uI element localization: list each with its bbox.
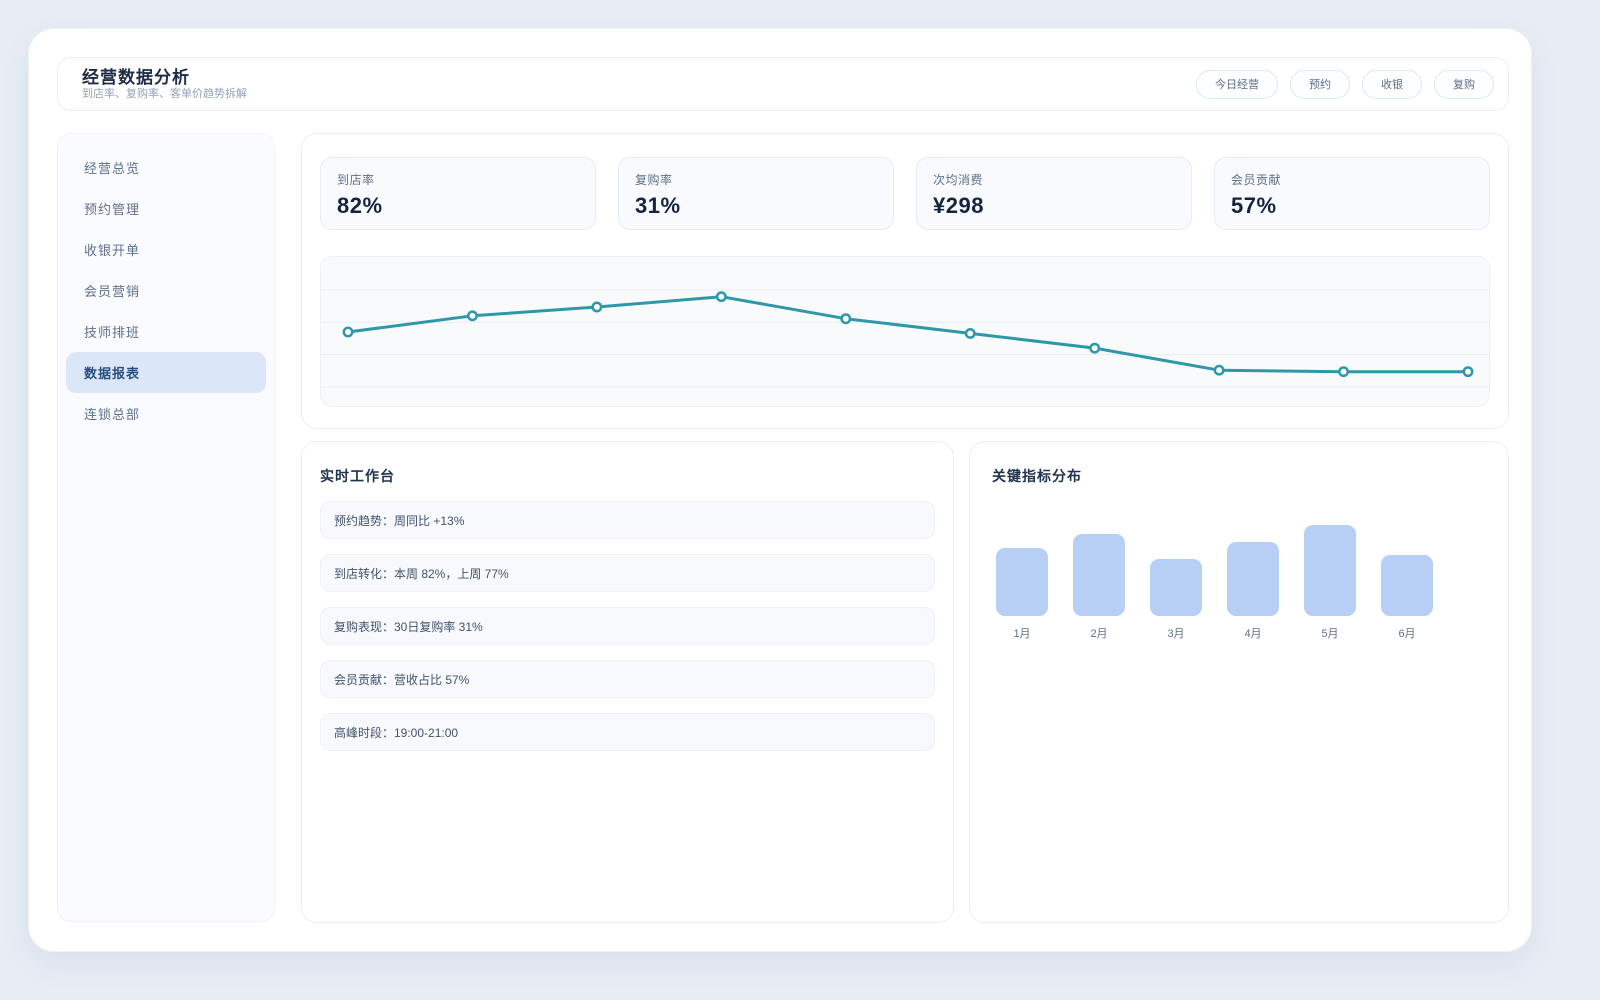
bar: [996, 548, 1048, 616]
bar: [1073, 534, 1125, 616]
data-point-marker: [1089, 342, 1101, 354]
bar-label: 4月: [1244, 628, 1262, 640]
bar: [1381, 555, 1433, 616]
header-actions: 今日经营 预约 收银 复购: [1196, 69, 1494, 99]
header-card: 经营数据分析 到店率、复购率、客单价趋势拆解 今日经营 预约 收银 复购: [57, 57, 1509, 111]
data-point-marker: [342, 326, 354, 338]
data-point-marker: [840, 313, 852, 325]
header-tab-button[interactable]: 收银: [1362, 69, 1422, 99]
bar-label: 1月: [1013, 628, 1031, 640]
kpi-value: 31%: [635, 193, 681, 218]
kpi-label: 次均消费: [933, 173, 984, 187]
workbench-row: 高峰时段：19:00-21:00: [320, 713, 935, 751]
workbench-row: 预约趋势：周同比 +13%: [320, 501, 935, 539]
kpi-label: 到店率: [337, 173, 375, 187]
kpi-label: 复购率: [635, 173, 673, 187]
trend-line-chart: [321, 289, 1489, 388]
data-point-marker: [1338, 366, 1350, 378]
bar: [1304, 525, 1356, 616]
distribution-panel: 关键指标分布 1月 2月 3月 4月 5月 6月: [969, 441, 1509, 923]
bar-chart-labels: 1月 2月 3月 4月 5月 6月: [992, 625, 1486, 641]
workbench-rows: 预约趋势：周同比 +13% 到店转化：本周 82%，上周 77% 复购表现：30日复…: [320, 501, 935, 751]
workbench-row: 到店转化：本周 82%，上周 77%: [320, 554, 935, 592]
bar-chart: [992, 516, 1486, 616]
header-tab-button[interactable]: 今日经营: [1196, 69, 1278, 99]
kpi-value: 57%: [1231, 193, 1277, 218]
app-container: 经营数据分析 到店率、复购率、客单价趋势拆解 今日经营 预约 收银 复购 经营总览 预约…: [28, 28, 1532, 952]
sidebar-item[interactable]: 数据报表: [66, 352, 266, 393]
trend-chart-card: [320, 256, 1490, 407]
page-subtitle: 到店率、复购率、客单价趋势拆解: [82, 87, 247, 100]
trend-line: [347, 295, 1468, 374]
bar: [1150, 559, 1202, 616]
header-tab-button[interactable]: 预约: [1290, 69, 1350, 99]
kpi-label: 会员贡献: [1231, 173, 1282, 187]
sidebar-item[interactable]: 技师排班: [84, 325, 141, 340]
header-title-block: 经营数据分析 到店率、复购率、客单价趋势拆解: [82, 68, 247, 101]
overview-panel: 到店率 82% 复购率 31% 次均消费 ¥298 会员贡献 57%: [301, 133, 1509, 429]
bar-label: 3月: [1167, 628, 1185, 640]
sidebar-item[interactable]: 连锁总部: [84, 407, 141, 422]
workbench-title: 实时工作台: [320, 468, 395, 484]
kpi-value: 82%: [337, 193, 383, 218]
bar-label: 6月: [1398, 628, 1416, 640]
page-title: 经营数据分析: [82, 67, 190, 87]
workbench-panel: 实时工作台 预约趋势：周同比 +13% 到店转化：本周 82%，上周 77% 复购表…: [301, 441, 954, 923]
sidebar: 经营总览预约管理收银开单会员营销技师排班数据报表连锁总部: [57, 133, 275, 922]
sidebar-item[interactable]: 经营总览: [84, 161, 141, 176]
sidebar-item[interactable]: 会员营销: [84, 284, 141, 299]
header-tab-button[interactable]: 复购: [1434, 69, 1494, 99]
workbench-row: 会员贡献：营收占比 57%: [320, 660, 935, 698]
data-point-marker: [466, 310, 478, 322]
data-point-marker: [591, 301, 603, 313]
bar: [1227, 542, 1279, 616]
kpi-card: 会员贡献 57%: [1214, 157, 1490, 230]
sidebar-item[interactable]: 预约管理: [84, 202, 141, 217]
kpi-value: ¥298: [933, 193, 984, 218]
distribution-title: 关键指标分布: [992, 468, 1082, 484]
kpi-card: 到店率 82%: [320, 157, 596, 230]
data-point-marker: [1462, 366, 1474, 378]
bar-label: 2月: [1090, 628, 1108, 640]
data-point-marker: [964, 327, 976, 339]
kpi-row: 到店率 82% 复购率 31% 次均消费 ¥298 会员贡献 57%: [320, 157, 1490, 230]
sidebar-item[interactable]: 收银开单: [84, 243, 141, 258]
kpi-card: 复购率 31%: [618, 157, 894, 230]
workbench-row: 复购表现：30日复购率 31%: [320, 607, 935, 645]
data-point-marker: [715, 291, 727, 303]
bar-label: 5月: [1321, 628, 1339, 640]
kpi-card: 次均消费 ¥298: [916, 157, 1192, 230]
data-point-marker: [1213, 364, 1225, 376]
